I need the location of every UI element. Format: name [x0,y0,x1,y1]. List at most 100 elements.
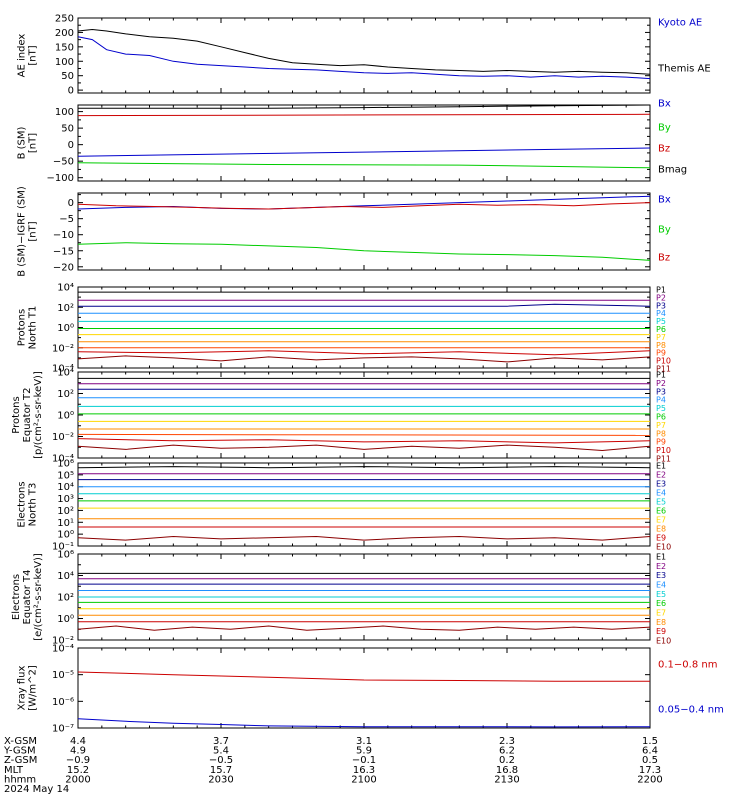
y-axis-label: Electrons [17,481,28,527]
series-line-p11 [77,355,651,363]
legend-entry: P9 [656,349,666,358]
y-tick-label: 150 [55,42,74,53]
y-tick-label: 10² [57,303,74,314]
legend-entry: E6 [656,507,666,516]
time-row-label: hhmm [4,774,36,785]
panel-frame [77,286,651,369]
legend-entry: 0.1−0.8 nm [658,660,717,671]
legend-entry: E2 [656,562,666,571]
legend-entry: P5 [656,404,666,413]
y-axis-label: [p/(cm²-s-sr-keV)] [33,371,44,459]
legend-entry: P4 [656,309,666,318]
series-line-themis-ae [77,28,651,75]
y-tick-label: 200 [55,28,74,39]
series-line-e10 [77,535,651,541]
series-line-p3 [78,303,651,307]
y-tick-label: 10⁵ [57,470,74,481]
legend-entry: P7 [656,421,666,430]
time-row-value: 6.2 [499,746,515,757]
y-tick-label: 10⁻⁴ [52,454,74,465]
y-axis-label: North T3 [28,483,39,527]
legend-entry: P8 [656,429,666,438]
legend-entry: Bmag [658,165,687,176]
time-row-value: 0.5 [642,755,658,766]
series-line-by [77,242,651,261]
y-tick-label: 10⁶ [57,550,74,561]
time-row-label: Y-GSM [3,746,36,757]
y-tick-label: −100 [47,173,74,184]
y-tick-label: 50 [61,124,74,135]
panel-4: 10⁻⁴ 10⁻² 10⁰ 10² 10⁴ Protons North T1 P1P2P3P4… [17,283,672,375]
y-tick-label: 50 [61,71,74,82]
legend-entry: E9 [656,534,666,543]
y-tick-label: 10⁻⁷ [52,724,74,735]
legend-entry: P6 [656,325,666,334]
y-tick-label: 10⁻² [52,432,74,443]
series-line-kyoto-ae [77,36,651,80]
time-row-label: Z-GSM [4,755,37,766]
legend-entry: E5 [656,590,666,599]
series-line-bz [77,113,651,117]
y-axis-label: [W/m^2] [28,665,39,711]
y-tick-label: 0 [68,86,74,97]
time-row-value: 16.3 [353,765,375,776]
y-tick-label: 10⁻⁴ [52,364,74,375]
time-row-value: 5.4 [213,746,229,757]
legend-entry: By [658,123,671,134]
time-row-value: 2100 [351,774,376,785]
panel-frame [77,647,651,729]
y-tick-label: 10⁶ [57,459,74,470]
legend-entry: P2 [656,293,666,302]
y-axis-label: B (SM) [17,126,28,159]
y-axis-label: Protons [11,396,22,433]
series-line-e1 [77,466,651,469]
y-tick-label: 10⁻¹ [52,542,74,553]
time-row-value: 4.4 [70,736,86,747]
y-tick-label: −20 [53,262,74,273]
y-axis-label: B (SM)−IGRF (SM) [17,186,28,277]
time-row-value: 16.8 [496,765,518,776]
time-row-label: X-GSM [4,736,37,747]
legend-entry: E7 [656,516,666,525]
legend-entry: E10 [656,543,671,552]
y-tick-label: 10⁴ [57,482,74,493]
time-row-value: −0.5 [209,755,233,766]
legend-entry: Bz [658,144,670,155]
y-tick-label: 10⁰ [57,323,74,334]
series-line-0-1-0-8-nm [77,671,650,682]
legend-entry: P9 [656,438,666,447]
legend-entry: Bz [658,253,670,264]
time-row-value: 15.2 [67,765,89,776]
legend-entry: E8 [656,525,666,534]
series-line-by [77,162,651,169]
y-tick-label: 10² [57,593,74,604]
legend-entry: By [658,225,671,236]
panel-frame [77,371,651,459]
series-line-p9 [77,433,651,436]
panel-7: 10⁻² 10⁰ 10² 10⁴ 10⁶ Electrons Equator T4 [e/(c… [11,550,671,647]
time-row-value: −0.9 [66,755,90,766]
legend-entry: E5 [656,498,666,507]
series-line-bx [77,147,651,157]
time-row-value: 2.3 [499,736,515,747]
time-row-value: 2030 [208,774,233,785]
y-tick-label: 10⁴ [57,368,74,379]
legend-entry: 0.05−0.4 nm [658,705,724,716]
y-tick-label: 10⁻² [52,343,74,354]
y-tick-label: 10⁻² [52,636,74,647]
legend-entry: E9 [656,627,666,636]
y-tick-label: −50 [53,157,74,168]
y-tick-label: 10⁻⁴ [52,644,74,655]
series-line-p10 [77,350,651,356]
legend-entry: P3 [656,387,666,396]
y-axis-label: [e/(cm²-s-sr-keV)] [33,553,44,641]
series-line-bmag [78,104,651,109]
y-axis-label: Electrons [11,574,22,620]
time-row-label: MLT [4,765,24,776]
time-row-value: 3.1 [356,736,372,747]
y-tick-label: 250 [55,14,74,25]
legend-entry: P1 [656,371,666,380]
legend-entry: E1 [656,462,666,471]
time-row-value: 1.5 [642,736,658,747]
